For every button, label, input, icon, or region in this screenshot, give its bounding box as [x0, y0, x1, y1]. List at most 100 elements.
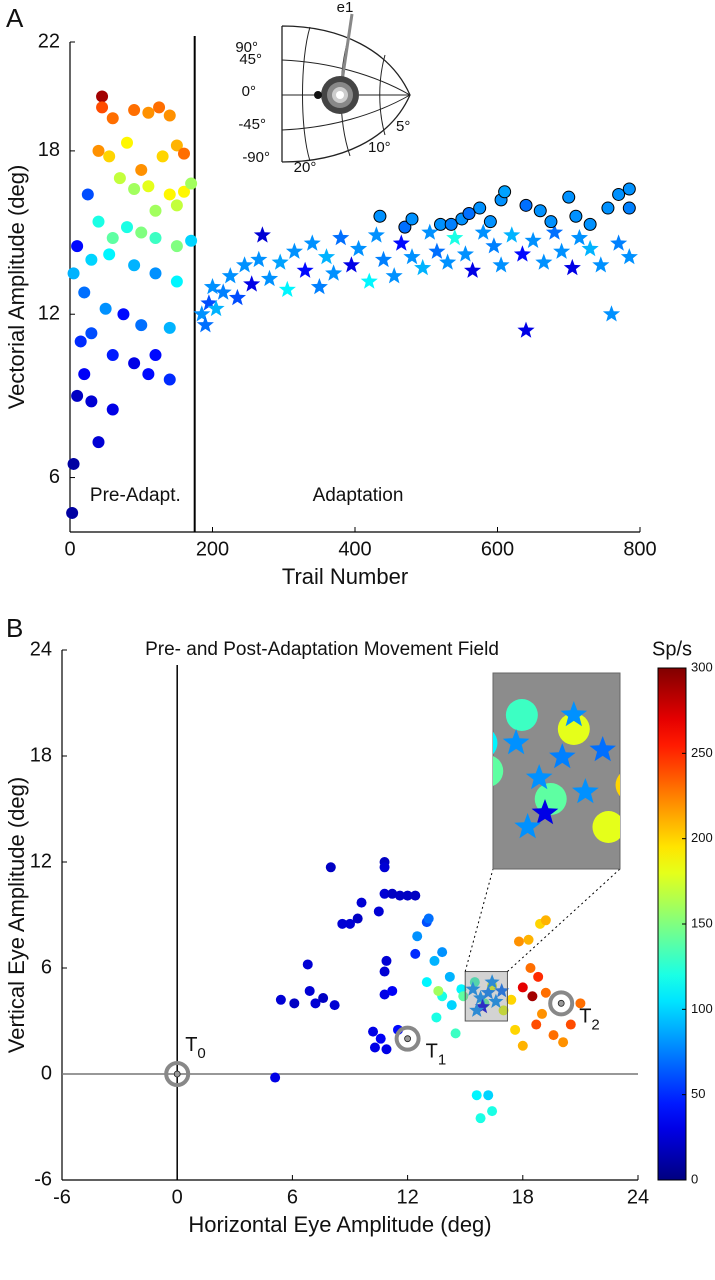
point-star	[221, 267, 239, 284]
x-tick-label: 0	[64, 538, 75, 560]
point-star	[553, 242, 571, 259]
point-circle	[381, 955, 392, 966]
point-star	[360, 272, 378, 289]
point-star	[421, 223, 439, 240]
point-circle	[289, 998, 300, 1009]
point-circle	[569, 209, 583, 223]
point-circle	[398, 220, 412, 234]
point-star	[303, 234, 321, 251]
point-circle	[387, 985, 398, 996]
point-circle	[483, 1090, 494, 1101]
point-circle	[583, 217, 597, 231]
point-circle	[135, 319, 148, 332]
point-star	[592, 256, 610, 273]
point-circle	[431, 1012, 442, 1023]
panel-letter: A	[6, 3, 24, 33]
point-circle	[446, 1000, 457, 1011]
x-tick-label: 18	[512, 1186, 534, 1208]
point-circle	[106, 232, 119, 244]
point-star	[236, 256, 254, 273]
point-circle	[387, 888, 398, 899]
point-circle	[379, 862, 390, 873]
y-tick-label: 12	[30, 850, 52, 872]
point-circle	[170, 275, 183, 288]
point-star	[570, 229, 588, 246]
point-circle	[373, 209, 387, 223]
y-tick-label: 12	[38, 303, 60, 325]
point-star	[392, 234, 410, 251]
panel-letter: B	[6, 613, 23, 643]
point-star	[439, 253, 457, 270]
eye-diagram	[281, 13, 411, 163]
point-star	[250, 250, 268, 268]
point-star	[317, 248, 336, 265]
zoom-point-circle	[557, 713, 590, 745]
point-circle	[135, 226, 148, 239]
inset-label: -45°	[238, 116, 266, 133]
point-circle	[92, 144, 105, 157]
point-circle	[149, 349, 162, 362]
point-star	[271, 253, 289, 270]
zoom-point-star	[525, 764, 553, 790]
colorbar	[657, 667, 687, 1181]
colorbar-tick-label: 250	[691, 745, 713, 760]
y-tick-label: 18	[38, 139, 60, 161]
point-star	[581, 239, 599, 257]
target-label: T1	[426, 1041, 447, 1069]
point-star	[545, 223, 564, 240]
point-circle	[318, 993, 329, 1004]
y-tick-label: 22	[38, 30, 60, 52]
point-star	[513, 245, 531, 262]
target-ring	[394, 1025, 421, 1052]
inset-label: e1	[337, 0, 354, 16]
zoom-point-star	[589, 736, 616, 762]
y-tick-label: 24	[30, 638, 52, 660]
zoom-source-box	[464, 971, 508, 1022]
point-circle	[96, 101, 109, 114]
point-circle	[113, 172, 126, 185]
point-circle	[71, 389, 84, 402]
point-circle	[402, 890, 413, 901]
point-circle	[423, 913, 434, 924]
point-circle	[275, 994, 286, 1005]
point-star	[469, 1002, 485, 1017]
point-star	[524, 231, 542, 248]
point-star	[207, 299, 225, 317]
x-tick-label: 200	[196, 538, 229, 560]
target-dot	[404, 1035, 412, 1043]
x-tick-label: 24	[627, 1186, 649, 1208]
zoom-point-circle	[592, 811, 620, 843]
point-circle	[92, 436, 105, 449]
point-circle	[540, 987, 551, 998]
inset-label: 45°	[239, 51, 262, 68]
point-circle	[106, 403, 119, 416]
point-circle	[381, 1044, 392, 1055]
colorbar-label: Sp/s	[652, 638, 692, 660]
zoom-point-star	[502, 729, 530, 755]
x-tick-label: 6	[287, 1186, 298, 1208]
point-circle	[178, 185, 190, 198]
colorbar-tick-label: 100	[691, 1001, 713, 1016]
point-circle	[373, 906, 384, 917]
target-subscript: 1	[438, 1052, 446, 1069]
x-tick-label: 400	[338, 538, 371, 560]
point-circle	[537, 1008, 547, 1019]
point-star	[602, 305, 621, 322]
point-circle	[433, 985, 444, 996]
point-circle	[121, 221, 133, 234]
x-tick-label: 0	[172, 1186, 183, 1208]
inset-label: 0°	[242, 83, 256, 100]
point-circle	[310, 998, 321, 1009]
point-circle	[81, 188, 94, 201]
inset-label: 10°	[368, 139, 391, 156]
inset-label: 5°	[396, 118, 410, 135]
point-circle	[525, 963, 536, 973]
point-star	[474, 223, 492, 240]
point-circle	[170, 199, 183, 212]
zoom-point-star	[572, 778, 599, 804]
point-circle	[523, 934, 534, 945]
colorbar-tick-label: 0	[691, 1171, 698, 1186]
target-name: T	[579, 1006, 591, 1028]
point-circle	[410, 948, 421, 959]
point-circle	[450, 1028, 461, 1039]
